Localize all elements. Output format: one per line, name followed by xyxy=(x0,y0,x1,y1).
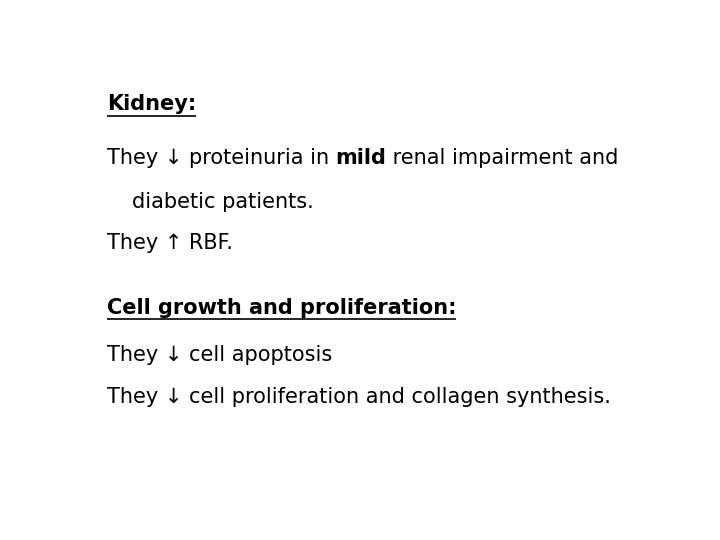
Text: They ↓ proteinuria in: They ↓ proteinuria in xyxy=(107,148,336,168)
Text: Cell growth and proliferation:: Cell growth and proliferation: xyxy=(107,298,456,318)
Text: They ↓ cell proliferation and collagen synthesis.: They ↓ cell proliferation and collagen s… xyxy=(107,387,611,407)
Text: diabetic patients.: diabetic patients. xyxy=(132,192,314,212)
Text: mild: mild xyxy=(336,148,387,168)
Text: They ↑ RBF.: They ↑ RBF. xyxy=(107,233,233,253)
Text: They ↓ cell apoptosis: They ↓ cell apoptosis xyxy=(107,346,332,366)
Text: Kidney:: Kidney: xyxy=(107,94,196,114)
Text: renal impairment and: renal impairment and xyxy=(387,148,618,168)
